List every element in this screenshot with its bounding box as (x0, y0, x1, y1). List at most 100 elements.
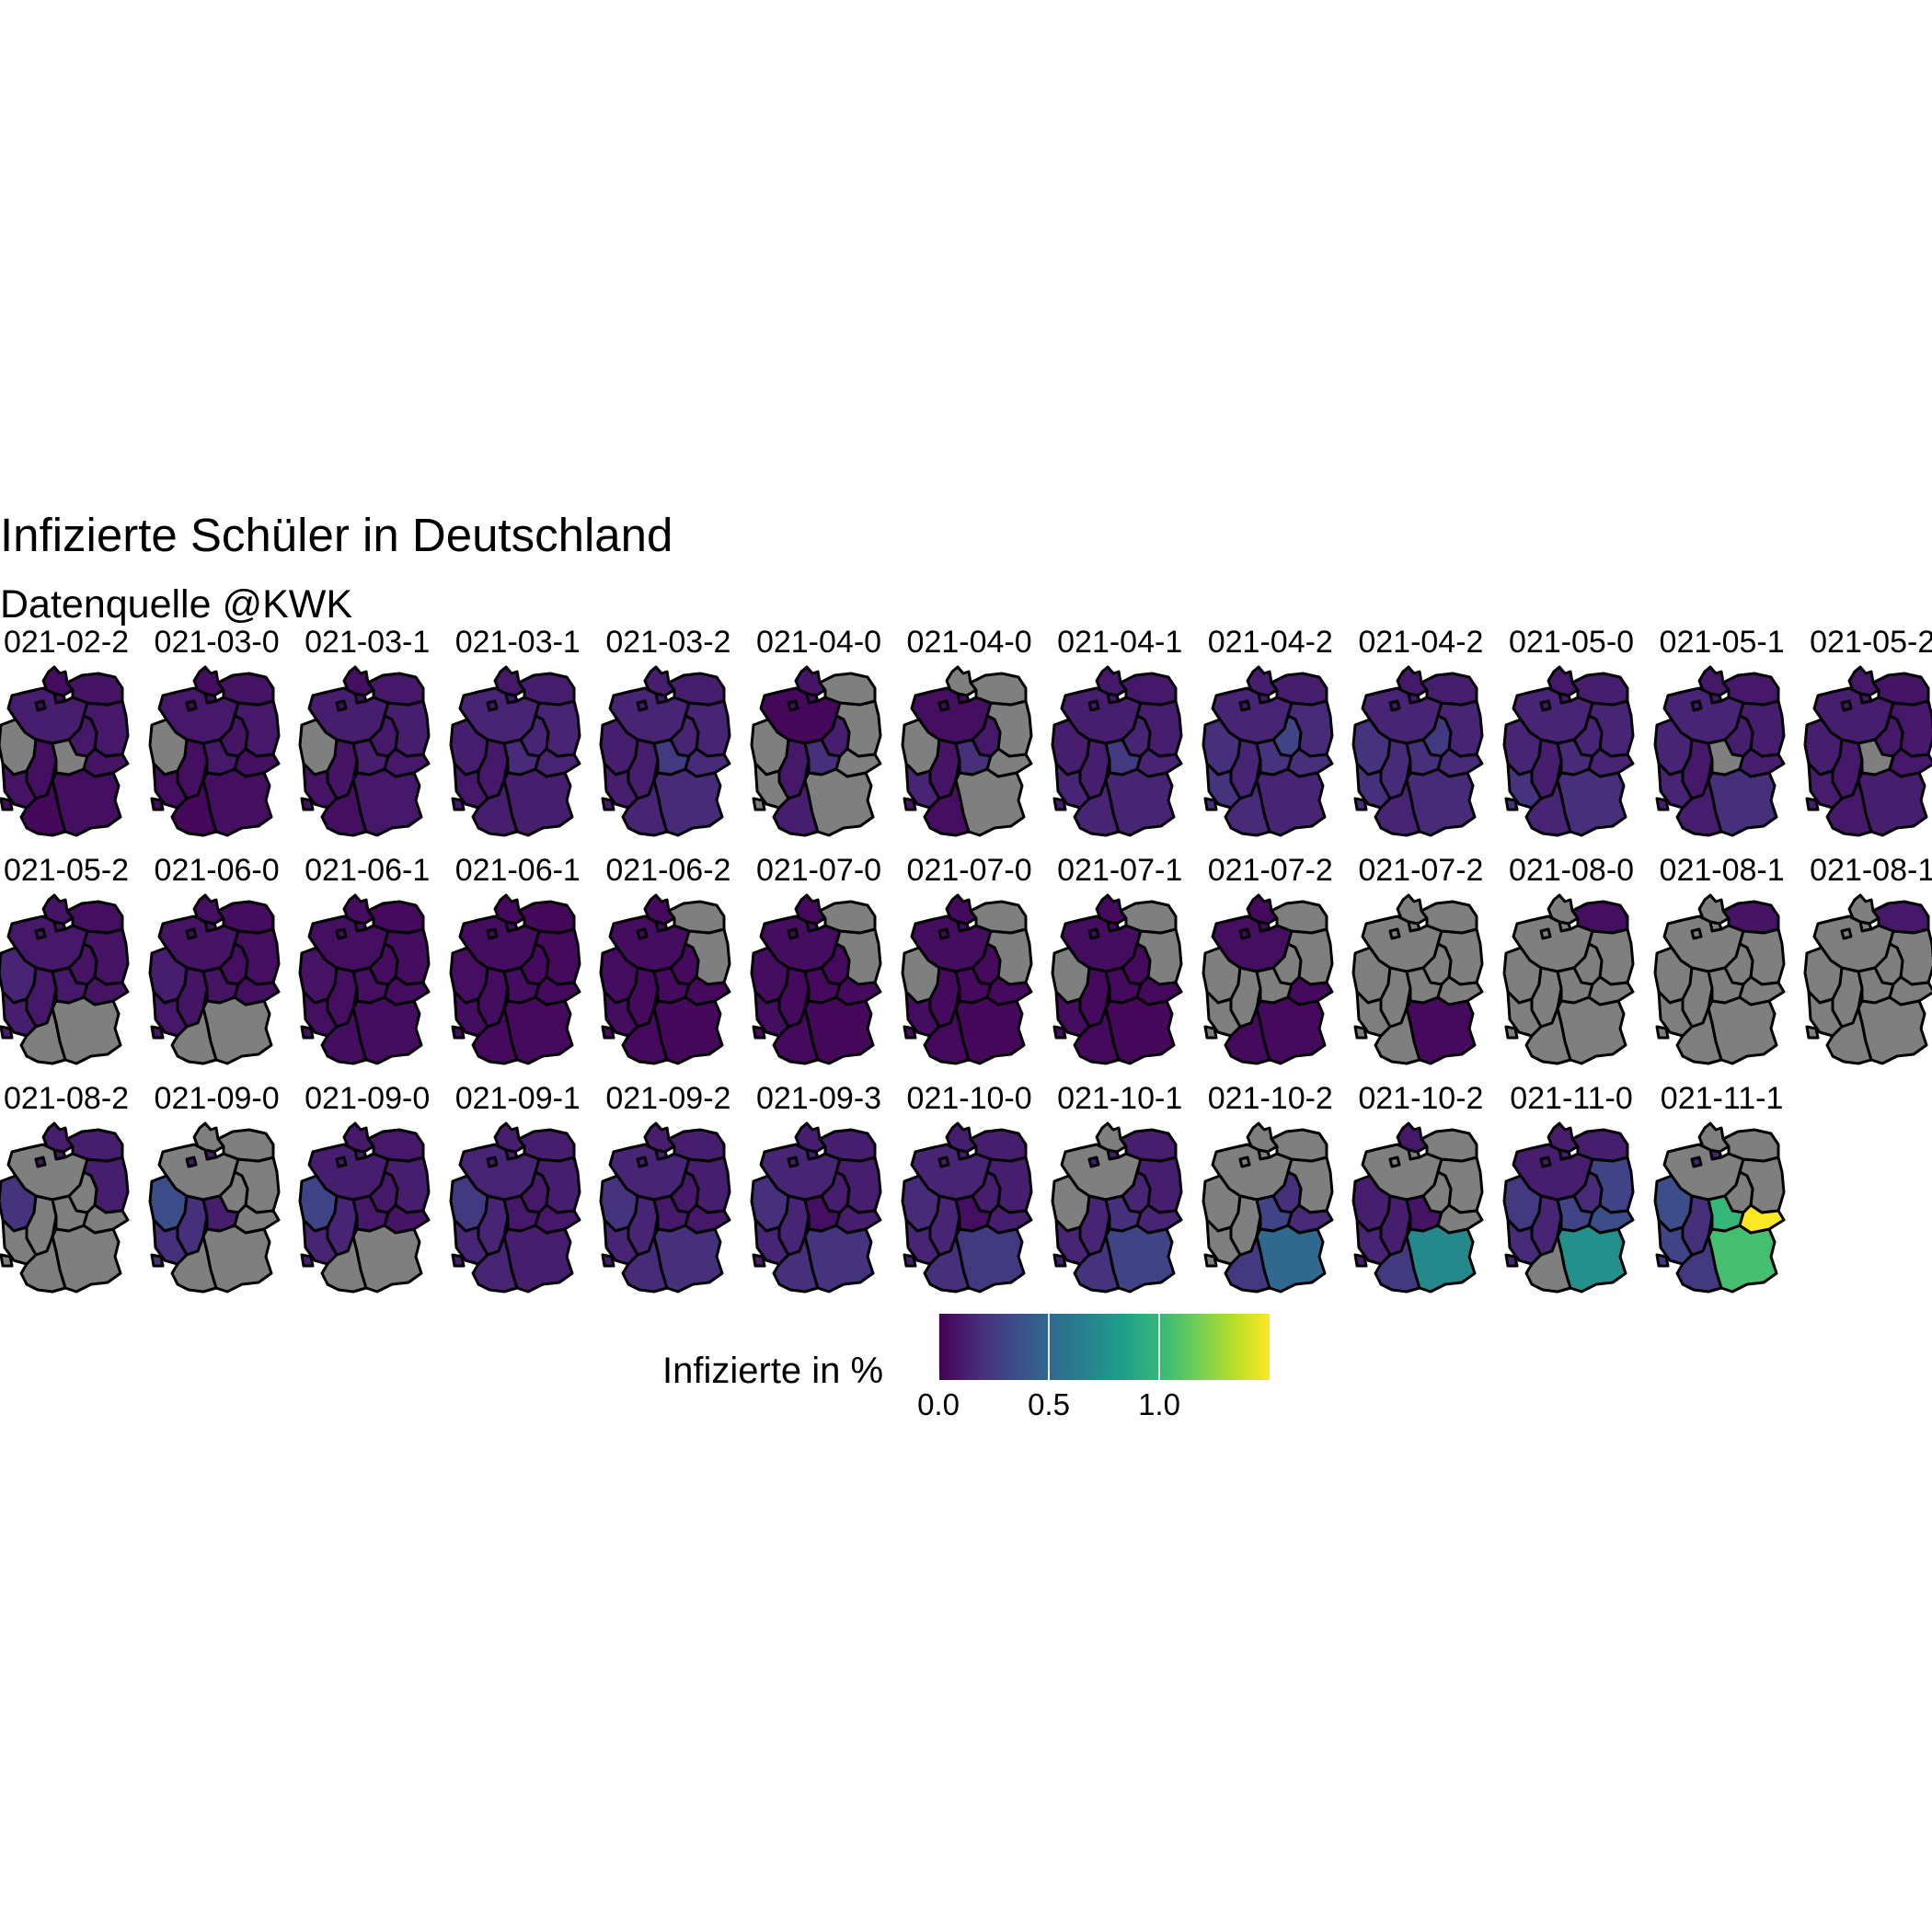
region-mv (1270, 1128, 1328, 1163)
region-hb (1690, 1156, 1703, 1168)
facet-label: 021-07-2 (1358, 854, 1484, 887)
region-hb (34, 699, 47, 712)
region-sl (1203, 1253, 1218, 1268)
region-hb (1840, 927, 1853, 940)
region-hb (937, 927, 950, 940)
legend-tick-label: 0.5 (1028, 1387, 1070, 1421)
germany-map (1351, 665, 1484, 837)
region-hb (1539, 927, 1552, 940)
region-by (51, 1224, 122, 1294)
region-by (652, 1224, 724, 1294)
facet-panel: 021-07-0 (894, 854, 1045, 1082)
region-sl (0, 797, 14, 811)
region-hb (937, 1156, 950, 1168)
region-hb (185, 1156, 198, 1168)
region-sn (82, 747, 130, 778)
facet-panel: 021-09-0 (292, 1082, 443, 1310)
facet-panel: 021-02-2 (0, 626, 142, 854)
facet-panel: 021-05-2 (0, 854, 142, 1082)
region-sn (82, 1203, 130, 1235)
region-hb (335, 1156, 348, 1168)
region-by (351, 995, 423, 1065)
region-sn (1587, 975, 1635, 1006)
facet-panel: 021-09-2 (592, 1082, 743, 1310)
region-hb (1087, 927, 1100, 940)
facet-strip: 021-08-2 (0, 1082, 142, 1115)
region-hb (185, 699, 198, 712)
region-sl (1504, 797, 1519, 811)
facet-panel: 021-04-2 (1345, 626, 1496, 854)
region-by (954, 995, 1026, 1065)
region-by (1857, 995, 1928, 1065)
region-sn (985, 747, 1033, 778)
facet-label: 021-06-0 (154, 854, 280, 887)
facet-label: 021-10-1 (1057, 1082, 1183, 1115)
region-sn (233, 1203, 281, 1235)
region-sl (0, 1025, 14, 1040)
germany-map (750, 893, 882, 1065)
region-sl (1353, 797, 1368, 811)
region-hb (1690, 927, 1703, 940)
region-mv (366, 900, 425, 935)
legend-tick-mark (1158, 1314, 1160, 1380)
region-by (954, 767, 1026, 837)
region-mv (1570, 672, 1629, 707)
region-by (1104, 1224, 1176, 1294)
region-mv (517, 672, 576, 707)
region-hb (787, 1156, 799, 1168)
facet-panel: 021-05-1 (1647, 626, 1798, 854)
facet-strip: 021-09-0 (142, 1082, 293, 1115)
germany-map (449, 665, 581, 837)
germany-map (1351, 1121, 1484, 1294)
region-mv (517, 900, 576, 935)
region-mv (1721, 900, 1780, 935)
legend-tick-mark (1158, 1371, 1160, 1380)
facet-panel: 021-08-1 (1797, 854, 1932, 1082)
germany-map (599, 893, 731, 1065)
facet-panel: 021-09-3 (743, 1082, 894, 1310)
facet-panel: 021-08-2 (0, 1082, 142, 1310)
region-mv (969, 672, 1028, 707)
region-hb (1238, 699, 1251, 712)
facet-panel: 021-04-0 (743, 626, 894, 854)
facet-strip: 021-09-0 (292, 1082, 443, 1115)
region-sn (1888, 975, 1932, 1006)
region-sn (1738, 1203, 1786, 1235)
region-sn (684, 1203, 731, 1235)
region-mv (818, 1128, 877, 1163)
facet-strip: 021-09-3 (743, 1082, 894, 1115)
region-sl (1805, 797, 1820, 811)
facet-strip: 021-11-1 (1647, 1082, 1798, 1115)
facet-panel: 021-05-0 (1496, 626, 1647, 854)
region-sn (1286, 1203, 1334, 1235)
region-mv (216, 1128, 275, 1163)
germany-map (148, 1121, 281, 1294)
region-sl (752, 1025, 766, 1040)
facet-strip: 021-07-1 (1044, 854, 1195, 887)
facet-strip: 021-09-2 (592, 1082, 743, 1115)
region-by (1255, 767, 1327, 837)
region-sl (150, 1253, 165, 1268)
germany-map (1502, 665, 1635, 837)
facet-label: 021-10-2 (1358, 1082, 1484, 1115)
legend-color-bar (938, 1314, 1270, 1380)
region-by (803, 1224, 875, 1294)
chart-subtitle: Datenquelle @KWK (0, 582, 353, 627)
region-sn (834, 1203, 882, 1235)
germany-map (1653, 1121, 1786, 1294)
region-sn (534, 747, 581, 778)
region-hb (1840, 699, 1853, 712)
region-by (1556, 1224, 1627, 1294)
region-hb (1690, 699, 1703, 712)
region-sn (233, 975, 281, 1006)
region-sl (1052, 797, 1067, 811)
legend-tick-label: 0.0 (917, 1387, 960, 1421)
region-hb (1388, 1156, 1401, 1168)
region-hb (1539, 1156, 1552, 1168)
facet-strip: 021-05-2 (0, 854, 142, 887)
region-by (1104, 767, 1176, 837)
facet-label: 021-05-0 (1508, 626, 1635, 659)
region-sl (1655, 1253, 1670, 1268)
germany-map (148, 665, 281, 837)
facet-strip: 021-05-0 (1496, 626, 1647, 659)
